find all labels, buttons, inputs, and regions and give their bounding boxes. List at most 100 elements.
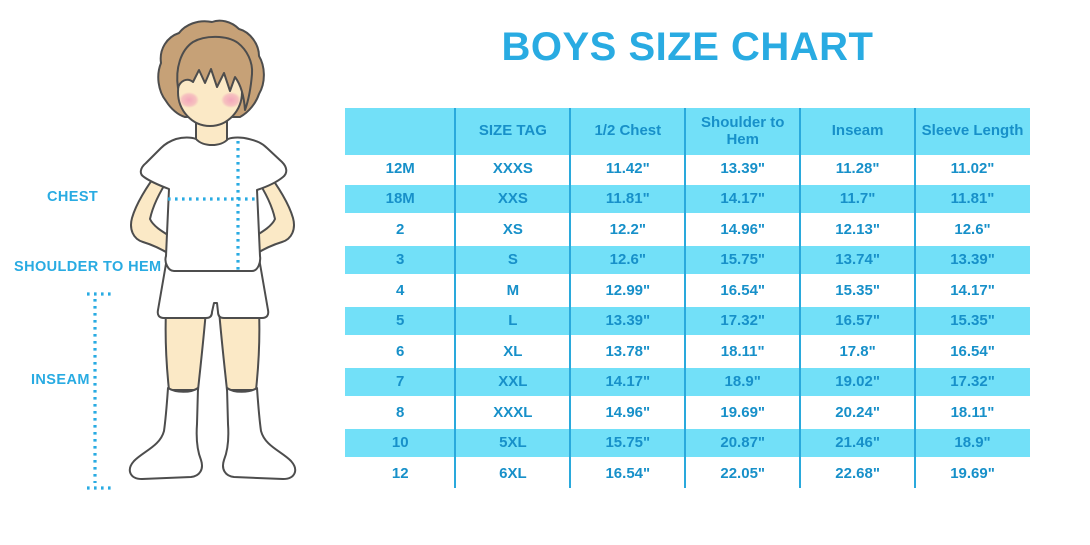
- table-cell: 18.11": [720, 342, 765, 360]
- table-cell: 11.42": [605, 159, 650, 177]
- table-row: 3 S 12.6" 15.75" 13.74" 13.39": [345, 244, 1030, 277]
- table-cell: 18M: [385, 189, 415, 207]
- table-cell: L: [508, 311, 518, 329]
- page-title: BOYS SIZE CHART: [501, 25, 874, 69]
- table-row: 12 6XL 16.54" 22.05" 22.68" 19.69": [345, 460, 1030, 488]
- table-cell: 17.32": [720, 311, 766, 329]
- table-cell: 5XL: [499, 433, 527, 451]
- boy-tshirt: [139, 136, 288, 272]
- table-cell: 11.28": [835, 159, 880, 177]
- table-cell: 19.69": [720, 403, 766, 421]
- table-cell: XXS: [497, 189, 528, 207]
- table-row: 6 XL 13.78" 18.11" 17.8" 16.54": [345, 338, 1030, 366]
- table-cell: 6XL: [499, 464, 527, 482]
- table-cell: S: [507, 250, 518, 268]
- boy-head: [157, 19, 265, 147]
- boy-sock-left: [128, 387, 203, 480]
- table-row: 8 XXXL 14.96" 19.69" 20.24" 18.11": [345, 399, 1030, 427]
- header-cell: SIZE TAG: [478, 122, 547, 140]
- size-table: SIZE TAG 1/2 Chest Shoulder to Hem Inseam Sl…: [345, 108, 1030, 488]
- header-cell: Inseam: [831, 122, 884, 140]
- header-cell: Shoulder to Hem: [701, 113, 785, 148]
- boy-leg-left: [164, 309, 207, 391]
- inseam-label: INSEAM: [31, 372, 90, 388]
- table-cell: 16.54": [605, 464, 651, 482]
- header-cell-empty: [345, 108, 455, 155]
- table-cell: 11.81": [605, 189, 650, 207]
- table-row: 2 XS 12.2" 14.96" 12.13" 12.6": [345, 216, 1030, 244]
- table-cell: 3: [396, 250, 405, 268]
- table-cell: 18.11": [950, 403, 995, 421]
- table-row: 12M XXXS 11.42" 13.39" 11.28" 11.02": [345, 155, 1030, 183]
- table-cell: 16.57": [835, 311, 880, 329]
- table-cell: 18.9": [724, 372, 761, 390]
- table-cell: 12M: [385, 159, 415, 177]
- table-row: 7 XXL 14.17" 18.9" 19.02" 17.32": [345, 366, 1030, 399]
- table-cell: XXXL: [493, 403, 533, 421]
- table-cell: 12.13": [835, 220, 880, 238]
- table-cell: XXXS: [492, 159, 533, 177]
- table-cell: 11.7": [839, 189, 876, 207]
- table-cell: 10: [391, 433, 409, 451]
- table-cell: 20.87": [720, 433, 766, 451]
- table-row: 18M XXS 11.81" 14.17" 11.7" 11.81": [345, 183, 1030, 216]
- table-cell: 16.54": [950, 342, 995, 360]
- table-header-row: SIZE TAG 1/2 Chest Shoulder to Hem Inseam Sl…: [345, 108, 1030, 155]
- table-cell: 14.96": [605, 403, 651, 421]
- table-cell: 13.39": [720, 159, 766, 177]
- shoulder-to-hem-label: SHOULDER TO HEM: [14, 259, 162, 275]
- table-row: 10 5XL 15.75" 20.87" 21.46" 18.9": [345, 427, 1030, 460]
- table-cell: 11.81": [950, 189, 995, 207]
- table-cell: 12: [391, 464, 409, 482]
- table-cell: 13.39": [605, 311, 651, 329]
- column-divider: [799, 108, 801, 488]
- column-divider: [684, 108, 686, 488]
- table-cell: 4: [396, 281, 405, 299]
- table-cell: 12.6": [954, 220, 991, 238]
- boy-sock-right: [222, 387, 297, 480]
- table-cell: 19.02": [835, 372, 880, 390]
- table-row: 5 L 13.39" 17.32" 16.57" 15.35": [345, 305, 1030, 338]
- column-divider: [914, 108, 916, 488]
- table-cell: 21.46": [835, 433, 880, 451]
- table-cell: 2: [396, 220, 405, 238]
- table-cell: 18.9": [954, 433, 991, 451]
- table-cell: 15.35": [950, 311, 995, 329]
- table-cell: 17.8": [839, 342, 876, 360]
- table-cell: XS: [502, 220, 523, 238]
- table-cell: M: [506, 281, 520, 299]
- table-cell: 13.39": [950, 250, 995, 268]
- table-cell: 15.75": [720, 250, 766, 268]
- table-cell: XL: [503, 342, 523, 360]
- table-cell: 16.54": [720, 281, 766, 299]
- header-cell: 1/2 Chest: [594, 122, 662, 140]
- table-cell: 19.69": [950, 464, 995, 482]
- table-cell: 14.96": [720, 220, 766, 238]
- table-cell: 5: [396, 311, 405, 329]
- table-cell: 15.75": [605, 433, 651, 451]
- hair-bangs: [176, 35, 254, 111]
- boy-arm-left: [130, 171, 180, 256]
- column-divider: [454, 108, 456, 488]
- table-cell: 7: [396, 372, 405, 390]
- table-body: 12M XXXS 11.42" 13.39" 11.28" 11.02" 18M XXS 11.…: [345, 155, 1030, 488]
- table-row: 4 M 12.99" 16.54" 15.35" 14.17": [345, 277, 1030, 305]
- table-cell: 22.68": [835, 464, 880, 482]
- table-cell: 8: [396, 403, 405, 421]
- table-cell: 14.17": [720, 189, 766, 207]
- blush-right: [221, 92, 241, 108]
- table-cell: 15.35": [835, 281, 880, 299]
- table-cell: 12.6": [609, 250, 646, 268]
- table-cell: 17.32": [950, 372, 995, 390]
- table-cell: 13.74": [835, 250, 880, 268]
- table-cell: 6: [396, 342, 405, 360]
- column-divider: [569, 108, 571, 488]
- chest-label: CHEST: [47, 189, 99, 205]
- table-cell: 14.17": [605, 372, 651, 390]
- table-cell: 12.2": [609, 220, 646, 238]
- measurement-lines: [87, 141, 258, 490]
- table-cell: 11.02": [950, 159, 995, 177]
- table-cell: 12.99": [605, 281, 651, 299]
- blush-left: [179, 92, 199, 108]
- boy-figure-illustration: [87, 19, 297, 490]
